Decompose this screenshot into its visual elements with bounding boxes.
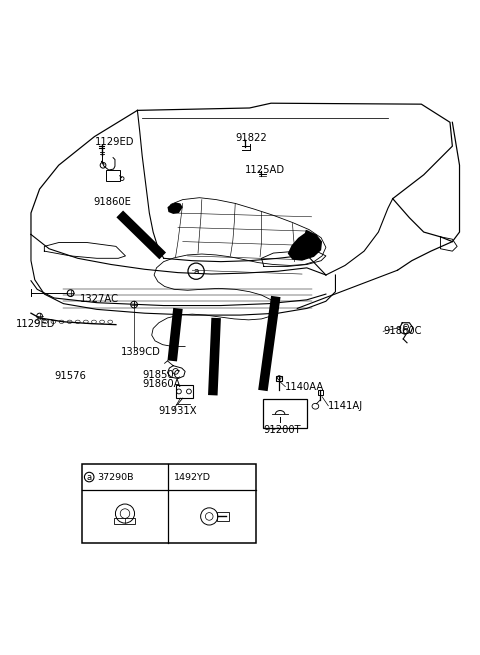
Text: 91860E: 91860E [93, 197, 131, 208]
Polygon shape [168, 308, 183, 362]
Bar [318, 390, 323, 395]
Text: 91576: 91576 [54, 371, 86, 381]
Text: a: a [86, 472, 92, 481]
Text: a: a [193, 267, 199, 276]
Bar [176, 384, 193, 398]
Text: 91860C: 91860C [383, 326, 421, 336]
Text: 37290B: 37290B [97, 472, 133, 481]
Bar [263, 399, 307, 428]
Text: 91850C: 91850C [142, 370, 180, 380]
Text: 1141AJ: 1141AJ [328, 401, 363, 411]
Text: 1129ED: 1129ED [16, 319, 55, 329]
Polygon shape [258, 296, 280, 391]
Text: 91822: 91822 [235, 132, 267, 143]
Text: 91931X: 91931X [159, 405, 197, 415]
Polygon shape [117, 210, 166, 259]
Polygon shape [288, 230, 322, 261]
Text: 1129ED: 1129ED [95, 138, 134, 147]
Bar [82, 464, 256, 543]
Text: 1327AC: 1327AC [80, 294, 119, 304]
Bar [115, 518, 135, 524]
Polygon shape [168, 202, 183, 214]
Text: 1140AA: 1140AA [285, 382, 324, 392]
Text: 91200T: 91200T [263, 424, 300, 435]
Bar [107, 170, 120, 181]
Text: 1339CD: 1339CD [120, 347, 161, 358]
Polygon shape [208, 318, 221, 396]
Text: 1125AD: 1125AD [245, 165, 285, 175]
Bar [276, 376, 282, 381]
Bar [217, 512, 229, 521]
Text: 91860A: 91860A [142, 379, 180, 389]
Text: 1492YD: 1492YD [174, 472, 211, 481]
